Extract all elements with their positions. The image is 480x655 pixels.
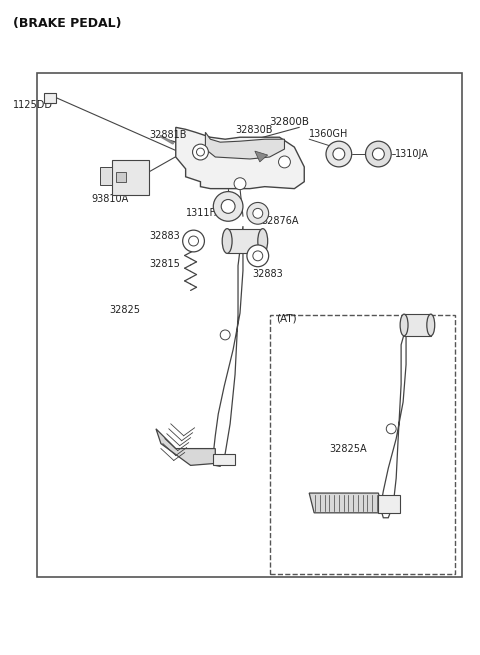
Ellipse shape xyxy=(258,229,268,253)
Polygon shape xyxy=(380,317,406,517)
Circle shape xyxy=(247,202,269,224)
Polygon shape xyxy=(213,226,243,466)
Circle shape xyxy=(220,330,230,340)
Bar xyxy=(100,167,112,185)
Bar xyxy=(44,93,56,103)
Circle shape xyxy=(189,236,199,246)
Text: 93810A: 93810A xyxy=(92,195,129,204)
Bar xyxy=(37,73,462,577)
Circle shape xyxy=(234,178,246,189)
Polygon shape xyxy=(309,493,384,513)
Circle shape xyxy=(183,230,204,252)
Bar xyxy=(270,315,456,574)
Text: 32825A: 32825A xyxy=(329,443,367,453)
Text: 32830B: 32830B xyxy=(235,125,273,136)
Bar xyxy=(227,229,263,253)
Circle shape xyxy=(333,148,345,160)
Text: 1360GH: 1360GH xyxy=(309,129,348,140)
Text: 32883: 32883 xyxy=(252,269,283,278)
Text: 32815: 32815 xyxy=(149,259,180,269)
Ellipse shape xyxy=(222,229,232,253)
Text: 1311FA: 1311FA xyxy=(186,208,221,218)
Circle shape xyxy=(253,251,263,261)
Circle shape xyxy=(386,424,396,434)
Ellipse shape xyxy=(400,314,408,336)
Polygon shape xyxy=(156,429,216,466)
Circle shape xyxy=(278,156,290,168)
Circle shape xyxy=(213,192,243,221)
Text: (BRAKE PEDAL): (BRAKE PEDAL) xyxy=(12,17,121,30)
Text: 32881B: 32881B xyxy=(149,130,187,140)
Circle shape xyxy=(247,245,269,267)
Polygon shape xyxy=(176,127,304,189)
Text: 32876A: 32876A xyxy=(262,216,299,226)
Bar xyxy=(111,160,149,195)
Circle shape xyxy=(196,148,204,156)
Text: 1310JA: 1310JA xyxy=(395,149,429,159)
Bar xyxy=(404,314,431,336)
Ellipse shape xyxy=(427,314,435,336)
Circle shape xyxy=(372,148,384,160)
Bar xyxy=(117,172,126,181)
Text: 1125DD: 1125DD xyxy=(12,100,53,109)
Polygon shape xyxy=(213,453,235,466)
Circle shape xyxy=(192,144,208,160)
Text: 32825: 32825 xyxy=(109,305,141,315)
Circle shape xyxy=(221,200,235,214)
Circle shape xyxy=(326,141,352,167)
Text: (AT): (AT) xyxy=(276,313,297,323)
Polygon shape xyxy=(378,495,400,513)
Text: 32883: 32883 xyxy=(149,231,180,241)
Polygon shape xyxy=(255,151,268,162)
Circle shape xyxy=(366,141,391,167)
Circle shape xyxy=(253,208,263,218)
Text: 32800B: 32800B xyxy=(270,117,310,128)
Polygon shape xyxy=(205,132,285,159)
